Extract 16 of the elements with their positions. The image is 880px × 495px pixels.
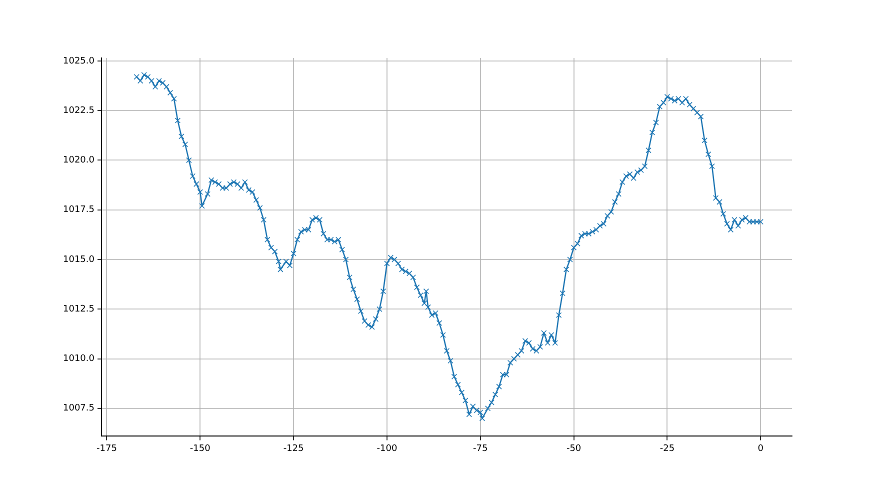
y-tick-label: 1017.5 [62,205,94,216]
x-tick-label: -75 [473,444,488,454]
x-tick-label: -125 [283,444,304,454]
x-tick-label: -150 [190,444,211,454]
y-tick-label: 1010.0 [62,354,95,364]
y-tick-label: 1012.5 [62,304,94,314]
x-tick-label: -100 [376,444,398,454]
x-tick-label: -50 [566,444,582,454]
x-tick-label: 0 [758,444,764,454]
x-tick-label: -175 [96,444,117,454]
y-tick-label: 1015.0 [62,254,95,265]
x-tick-label: -25 [660,444,675,454]
y-tick-label: 1007.5 [62,404,94,414]
y-tick-label: 1025.0 [62,56,95,66]
y-tick-label: 1020.0 [62,156,95,166]
y-tick-label: 1022.5 [62,106,94,116]
